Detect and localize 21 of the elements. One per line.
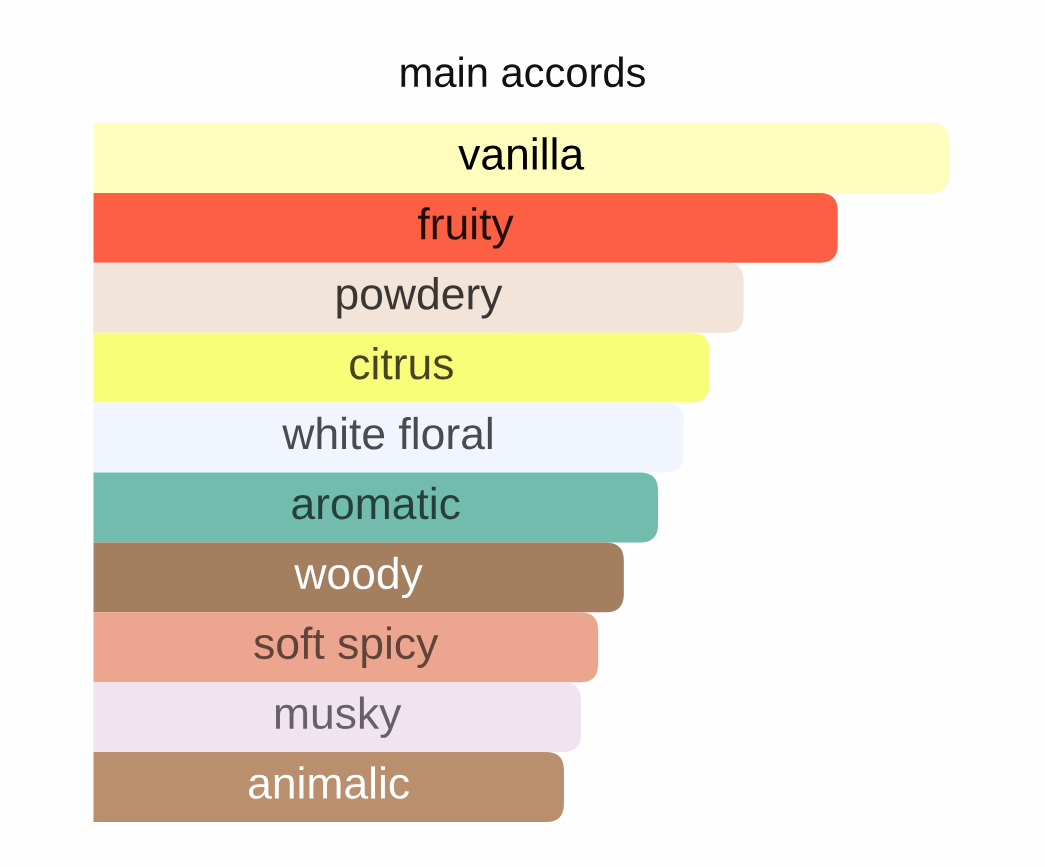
y-tick-label: musky — [275, 696, 402, 738]
bar — [93, 192, 838, 263]
bar — [93, 472, 659, 543]
bar — [93, 612, 599, 683]
y-tick-label: vanilla — [458, 137, 585, 170]
y-tick-label: aromatic — [292, 486, 460, 520]
y-tick-label: soft spicy — [254, 626, 439, 668]
y-tick-label: animalic — [249, 766, 409, 799]
bar — [93, 402, 684, 473]
bar — [93, 123, 949, 193]
bar — [93, 262, 744, 333]
bar — [93, 752, 564, 822]
y-tick-label: powdery — [337, 277, 503, 319]
y-tick-label: white floral — [282, 416, 492, 450]
bar — [93, 682, 582, 753]
chart-title: main accords — [401, 56, 645, 88]
bar — [93, 542, 624, 613]
y-tick-label: fruity — [418, 207, 514, 249]
y-tick-label: woody — [294, 556, 423, 599]
y-tick-label: citrus — [350, 346, 453, 380]
bar — [93, 332, 710, 403]
